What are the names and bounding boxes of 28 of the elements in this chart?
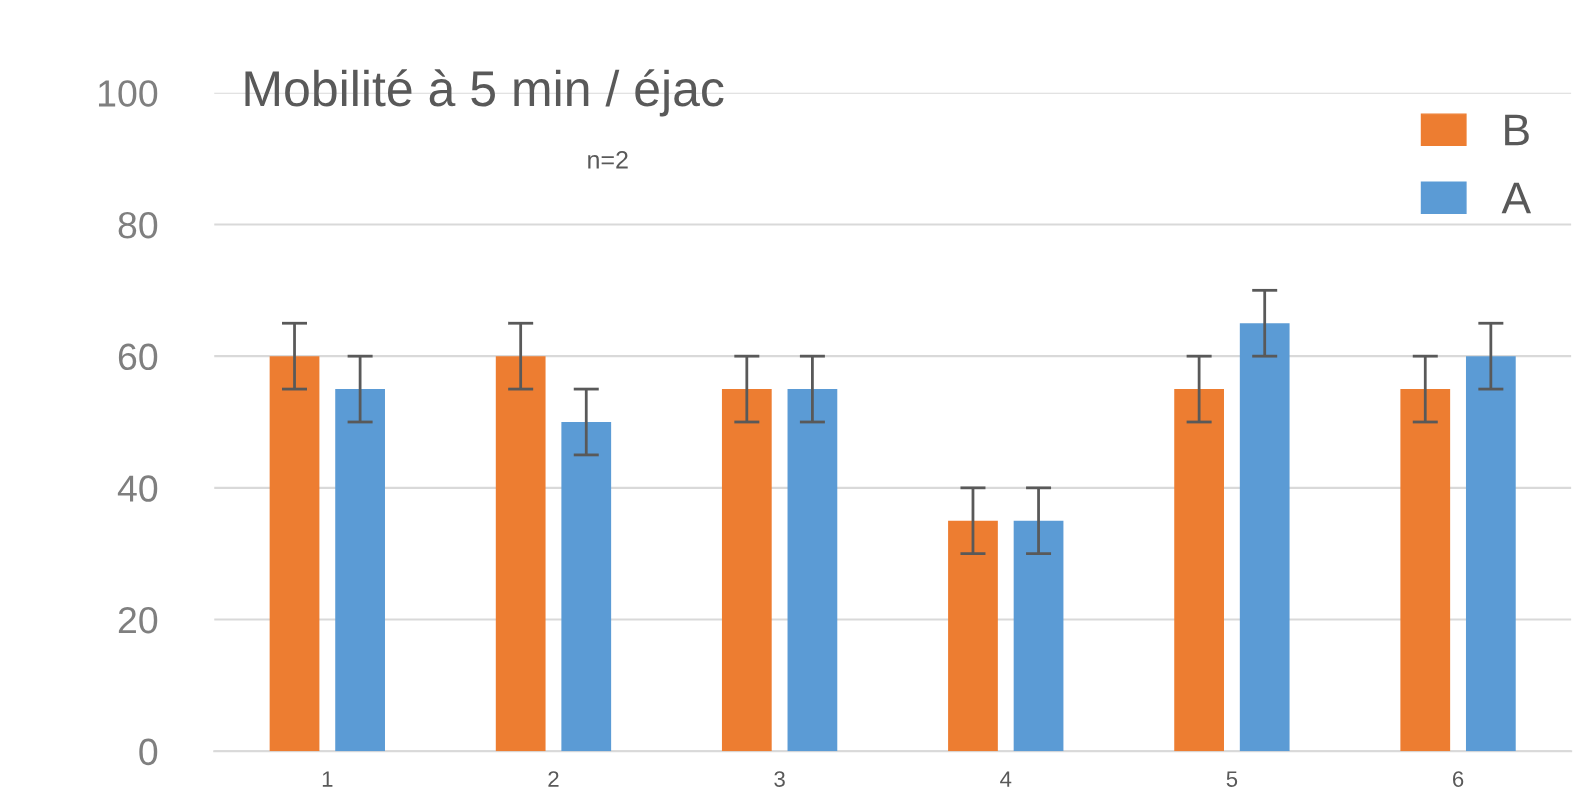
- y-tick-label: 0: [139, 738, 158, 766]
- x-tick-label: 3: [774, 771, 785, 787]
- bar: [335, 389, 385, 752]
- bar: [1400, 389, 1451, 752]
- bar: [269, 356, 320, 752]
- y-tick-label: 60: [118, 343, 158, 371]
- legend-label: A: [1501, 182, 1532, 214]
- x-tick-label: 1: [322, 771, 333, 787]
- bar: [1013, 520, 1064, 752]
- bar: [1465, 356, 1516, 752]
- bar: [495, 356, 546, 752]
- y-tick-label: 80: [118, 211, 158, 239]
- bar: [1174, 389, 1224, 752]
- bar: [948, 520, 998, 752]
- text: n=2: [588, 150, 628, 169]
- x-tick-label: 4: [1000, 771, 1012, 787]
- bar: [561, 422, 612, 752]
- bar: [787, 389, 838, 752]
- x-tick-label: 6: [1453, 771, 1464, 787]
- legend-label: B: [1505, 114, 1529, 146]
- bar: [721, 389, 772, 752]
- y-tick-label: 40: [117, 475, 158, 502]
- y-tick-label: 100: [98, 80, 158, 107]
- x-tick-label: 5: [1226, 771, 1238, 787]
- y-tick-label: 20: [118, 606, 158, 634]
- chart-title: Mobilité à 5 min / éjac: [245, 69, 724, 117]
- bar: [1239, 323, 1290, 752]
- x-tick-label: 2: [548, 771, 559, 787]
